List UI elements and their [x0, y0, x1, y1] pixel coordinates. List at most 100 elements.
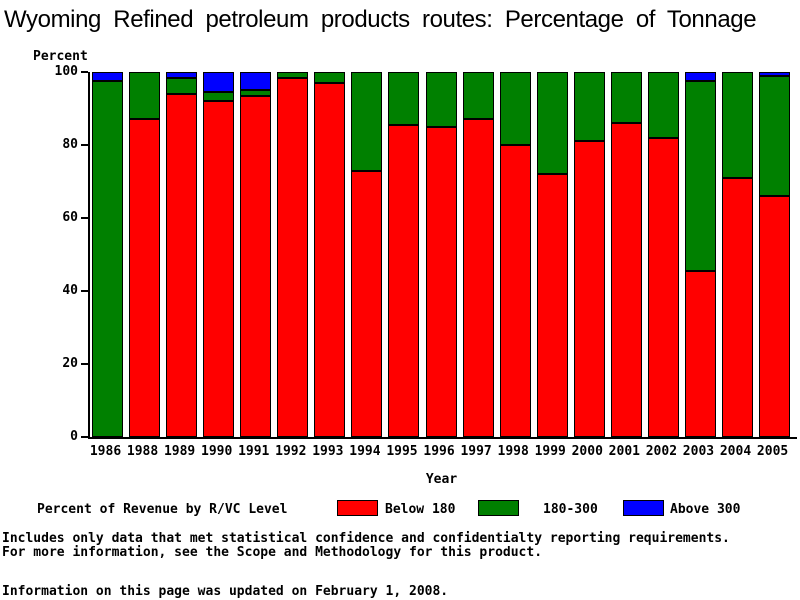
bars-container — [90, 72, 797, 437]
bar-2003-segment-above-300 — [684, 72, 716, 82]
bar-2004-segment-180-300 — [722, 72, 754, 178]
footer-note-line1: Includes only data that met statistical … — [2, 531, 730, 546]
bar-2002 — [647, 72, 679, 437]
bar-1992-segment-180-300 — [277, 72, 309, 78]
bar-1993 — [314, 72, 346, 437]
bar-1992 — [277, 72, 309, 437]
legend-label-above-300: Above 300 — [670, 502, 741, 517]
x-tick-label-1989: 1989 — [163, 444, 196, 459]
y-tick-label-20: 20 — [62, 356, 78, 371]
bar-1992-segment-below-180 — [277, 77, 309, 437]
bar-1991-segment-above-300 — [240, 72, 272, 91]
bar-1991-segment-below-180 — [240, 95, 272, 437]
bar-2005-segment-above-300 — [759, 72, 791, 76]
x-tick-label-2000: 2000 — [571, 444, 603, 459]
y-tick-label-100: 100 — [54, 64, 78, 79]
bar-1990 — [203, 72, 235, 437]
bar-1995 — [388, 72, 420, 437]
bar-1989 — [166, 72, 198, 437]
x-tick-label-2005: 2005 — [756, 444, 789, 459]
bar-2001-segment-below-180 — [610, 123, 642, 437]
y-tick-0 — [81, 436, 88, 438]
bar-2001 — [610, 72, 642, 437]
bar-1991 — [240, 72, 272, 437]
bar-1990-segment-below-180 — [203, 101, 235, 437]
bar-1986 — [92, 72, 123, 437]
x-tick-label-2003: 2003 — [682, 444, 715, 459]
bar-1997-segment-below-180 — [462, 119, 494, 437]
legend-label-below-180: Below 180 — [385, 502, 456, 517]
bar-1991-segment-180-300 — [240, 90, 272, 96]
y-tick-label-60: 60 — [62, 210, 78, 225]
y-tick-40 — [81, 290, 88, 292]
plot-area — [88, 72, 797, 439]
legend-swatch-above-300 — [623, 500, 664, 516]
bar-2000 — [573, 72, 605, 437]
x-tick-label-1996: 1996 — [423, 444, 455, 459]
bar-1994-segment-below-180 — [351, 170, 383, 437]
bar-1994 — [351, 72, 383, 437]
x-tick-label-1990: 1990 — [201, 444, 233, 459]
legend-swatch-180-300 — [478, 500, 519, 516]
x-tick-label-2001: 2001 — [608, 444, 640, 459]
x-tick-label-1986: 1986 — [89, 444, 122, 459]
bar-1993-segment-below-180 — [314, 82, 346, 437]
y-tick-60 — [81, 217, 88, 219]
bar-2001-segment-180-300 — [610, 72, 642, 124]
x-tick-label-1993: 1993 — [312, 444, 344, 459]
bar-1999-segment-180-300 — [536, 72, 568, 175]
bar-2002-segment-180-300 — [647, 72, 679, 138]
y-tick-80 — [81, 144, 88, 146]
x-tick-label-1997: 1997 — [460, 444, 492, 459]
bar-1989-segment-180-300 — [166, 77, 198, 94]
bar-1988 — [129, 72, 161, 437]
bar-1997-segment-180-300 — [462, 72, 494, 120]
bar-2003-segment-below-180 — [684, 270, 716, 437]
y-tick-20 — [81, 363, 88, 365]
bar-2005-segment-180-300 — [759, 75, 791, 197]
x-tick-label-1995: 1995 — [386, 444, 418, 459]
legend-title: Percent of Revenue by R/VC Level — [37, 502, 288, 517]
bar-1999-segment-below-180 — [536, 174, 568, 437]
bar-1998 — [499, 72, 531, 437]
bar-1990-segment-180-300 — [203, 92, 235, 102]
bar-1997 — [462, 72, 494, 437]
chart-title: Wyoming Refined petroleum products route… — [4, 6, 757, 33]
x-tick-label-1994: 1994 — [349, 444, 381, 459]
bar-2005-segment-below-180 — [759, 196, 791, 437]
y-axis-label: Percent — [33, 49, 88, 64]
bar-2000-segment-180-300 — [573, 72, 605, 142]
footer-note-line2: For more information, see the Scope and … — [2, 545, 543, 560]
legend-label-180-300: 180-300 — [543, 502, 598, 517]
bar-1988-segment-below-180 — [129, 119, 161, 437]
bar-1996-segment-180-300 — [425, 72, 457, 127]
bar-2003-segment-180-300 — [684, 81, 716, 271]
bar-2003 — [684, 72, 716, 437]
bar-1995-segment-below-180 — [388, 124, 420, 437]
bar-2002-segment-below-180 — [647, 137, 679, 437]
bar-2005 — [759, 72, 791, 437]
bar-1989-segment-below-180 — [166, 93, 198, 437]
bar-1986-segment-above-300 — [92, 72, 123, 82]
bar-1999 — [536, 72, 568, 437]
footer-updated: Information on this page was updated on … — [2, 584, 449, 599]
y-tick-label-0: 0 — [70, 429, 78, 444]
bar-1998-segment-below-180 — [499, 145, 531, 437]
bar-1994-segment-180-300 — [351, 72, 383, 171]
x-tick-label-1998: 1998 — [497, 444, 529, 459]
y-tick-label-40: 40 — [62, 283, 78, 298]
x-tick-label-2002: 2002 — [645, 444, 678, 459]
bar-2004 — [722, 72, 754, 437]
legend-swatch-below-180 — [337, 500, 378, 516]
bar-1998-segment-180-300 — [499, 72, 531, 145]
bar-1996 — [425, 72, 457, 437]
x-tick-label-1999: 1999 — [534, 444, 566, 459]
x-tick-label-1992: 1992 — [275, 444, 307, 459]
y-tick-100 — [81, 71, 88, 73]
bar-1990-segment-above-300 — [203, 72, 235, 93]
bar-1996-segment-below-180 — [425, 126, 457, 437]
bar-2004-segment-below-180 — [722, 177, 754, 437]
bar-1988-segment-180-300 — [129, 72, 161, 120]
bar-1995-segment-180-300 — [388, 72, 420, 125]
